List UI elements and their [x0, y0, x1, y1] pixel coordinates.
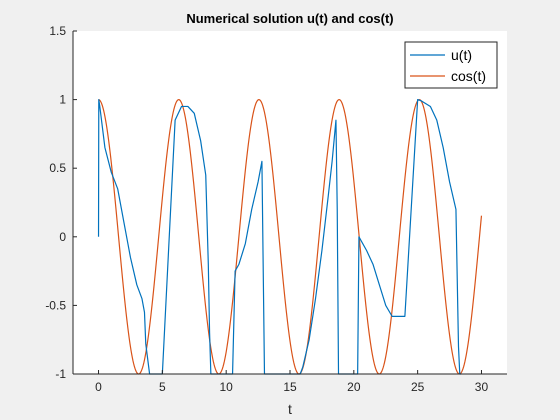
x-tick-label: 10 [219, 380, 233, 394]
x-ticks: 0 5 10 15 20 25 30 [95, 370, 488, 394]
y-ticks: -1 -0.5 0 0.5 1 1.5 [45, 24, 77, 381]
y-tick-label: -0.5 [45, 298, 66, 312]
x-tick-label: 25 [411, 380, 425, 394]
y-tick-label: 1 [59, 93, 66, 107]
x-tick-label: 5 [159, 380, 166, 394]
legend: u(t) cos(t) [404, 41, 498, 89]
y-tick-label: 1.5 [49, 24, 66, 38]
x-tick-label: 20 [347, 380, 361, 394]
x-tick-label: 0 [95, 380, 102, 394]
legend-label-cos: cos(t) [451, 68, 486, 84]
x-axis-label: t [288, 401, 292, 417]
y-tick-label: 0 [59, 230, 66, 244]
chart-title: Numerical solution u(t) and cos(t) [186, 11, 393, 26]
x-tick-label: 30 [475, 380, 489, 394]
y-tick-label: 0.5 [49, 161, 66, 175]
legend-box [404, 41, 498, 89]
y-tick-label: -1 [55, 367, 66, 381]
legend-label-u: u(t) [451, 47, 472, 63]
x-tick-label: 15 [283, 380, 297, 394]
